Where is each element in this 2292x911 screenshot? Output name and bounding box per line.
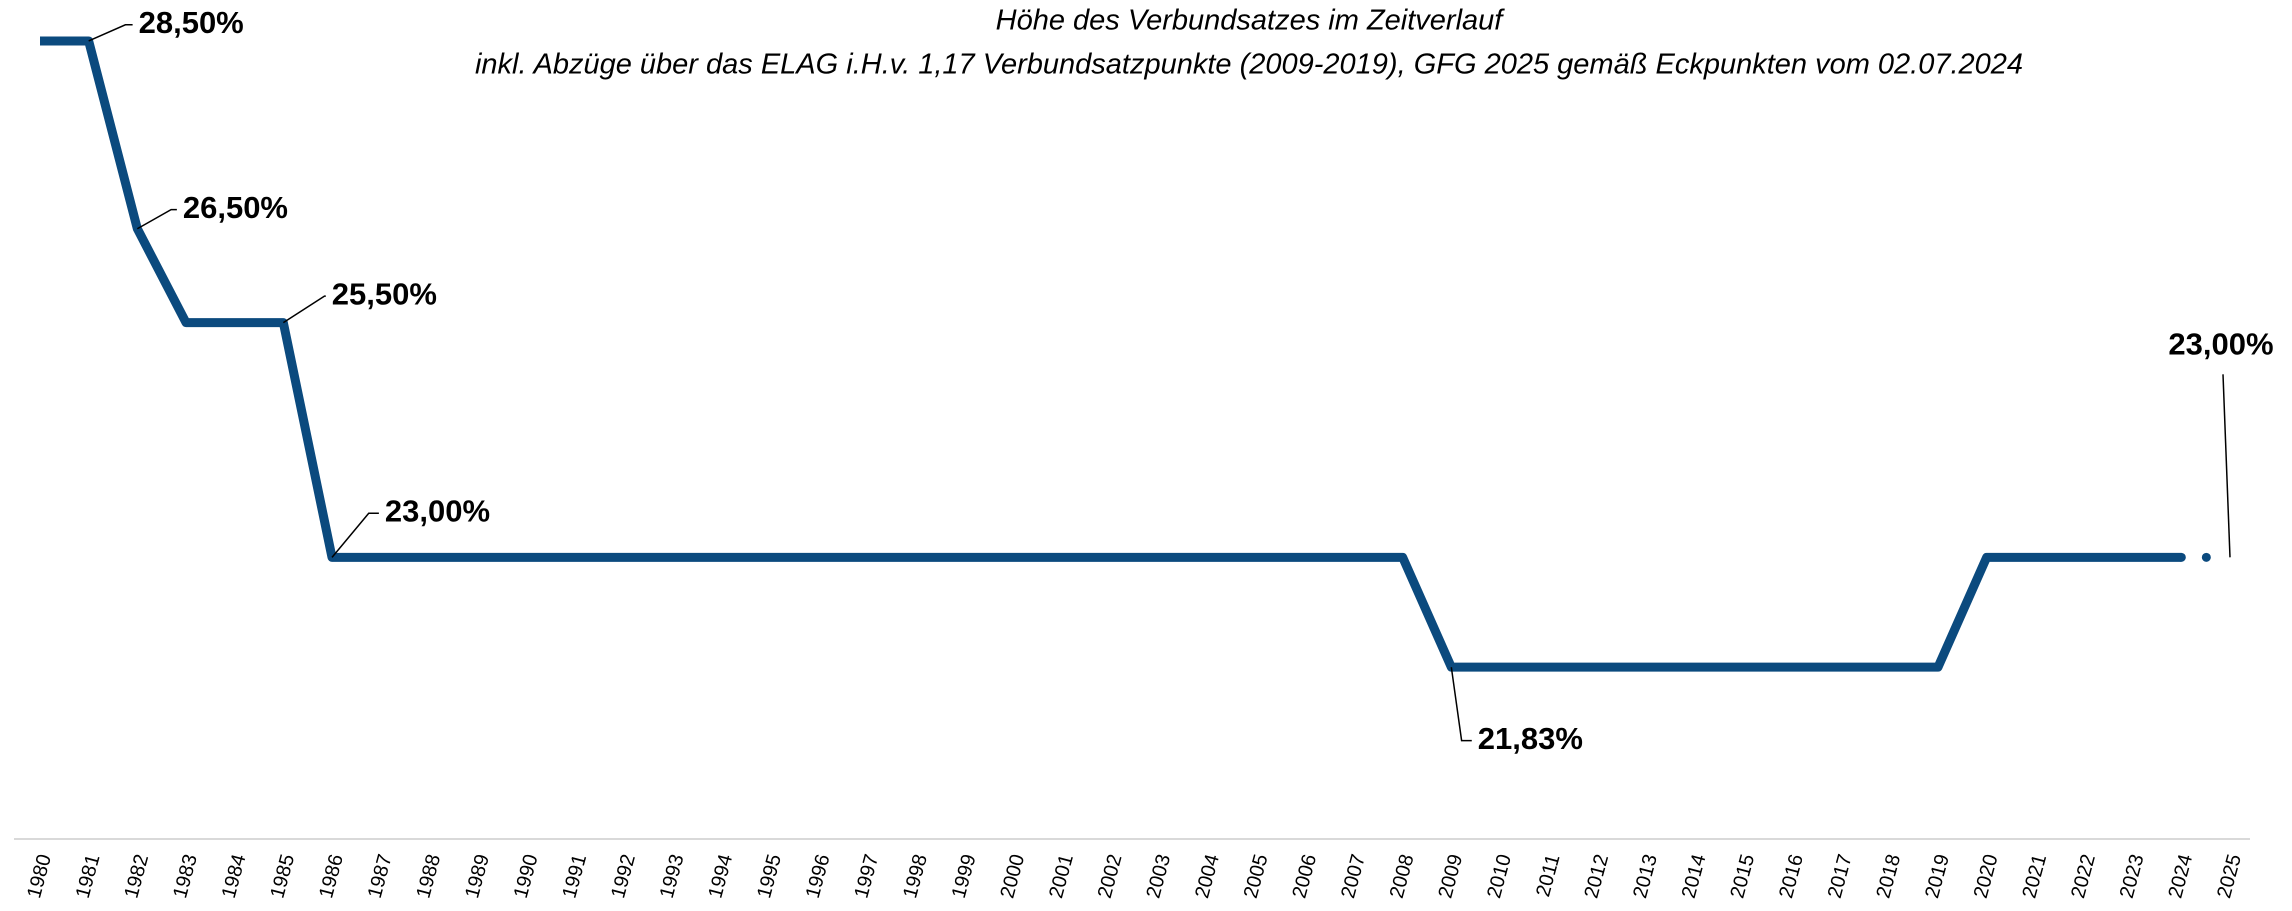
leader-line [282,295,326,324]
data-label: 25,50% [332,276,437,311]
x-tick-label: 1997 [850,852,883,901]
x-tick-label: 2018 [1872,852,1905,901]
x-tick-label: 2019 [1921,852,1954,901]
x-tick-label: 1987 [364,852,397,901]
leader-line [136,208,177,230]
x-tick-label: 2021 [2018,852,2051,901]
x-tick-label: 2017 [1824,852,1857,901]
leader-line [2222,374,2231,558]
x-tick-label: 1982 [120,852,153,901]
x-tick-label: 2012 [1580,852,1613,901]
leader-line [1450,667,1472,742]
data-label: 23,00% [2168,327,2273,362]
x-tick-label: 1991 [558,852,591,901]
x-tick-label: 2008 [1386,852,1419,901]
x-tick-label: 2013 [1629,852,1662,901]
x-tick-label: 2006 [1288,852,1321,901]
x-tick-label: 1980 [23,852,56,901]
x-tick-label: 2000 [996,852,1029,901]
x-tick-label: 1992 [607,852,640,901]
leader-line [331,512,379,558]
x-tick-label: 2024 [2164,852,2197,901]
x-tick-label: 2011 [1532,852,1564,899]
x-tick-label: 1998 [899,852,932,901]
x-tick-label: 1989 [461,852,494,901]
x-tick-label: 2001 [1045,852,1078,901]
x-tick-label: 2020 [1970,852,2003,901]
x-tick-label: 2003 [1142,852,1175,901]
x-tick-label: 2025 [2213,852,2246,901]
data-label: 23,00% [385,493,490,528]
x-tick-label: 1996 [802,852,835,901]
x-tick-label: 2007 [1337,852,1370,901]
x-tick-label: 2004 [1191,852,1224,901]
x-tick-label: 1995 [753,852,786,901]
leader-line [88,24,133,42]
chart-subtitle: inkl. Abzüge über das ELAG i.H.v. 1,17 V… [475,49,2023,81]
x-tick-label: 1999 [948,852,981,901]
chart-title: Höhe des Verbundsatzes im Zeitverlauf [996,5,1506,37]
data-label: 21,83% [1478,721,1583,756]
x-tick-label: 1994 [704,852,737,901]
data-label: 28,50% [139,5,244,40]
x-tick-label: 1985 [266,852,299,901]
x-tick-label: 1984 [218,852,251,901]
x-tick-label: 2002 [1094,852,1127,901]
x-tick-label: 2015 [1726,852,1759,901]
x-tick-label: 2010 [1483,852,1516,901]
x-tick-label: 2022 [2067,852,2100,901]
x-tick-label: 1986 [315,852,348,901]
x-tick-label: 1993 [656,852,689,901]
x-tick-label: 2009 [1434,852,1467,901]
x-tick-label: 2014 [1678,852,1711,901]
x-tick-label: 2016 [1775,852,1808,901]
x-tick-label: 2005 [1240,852,1273,901]
x-tick-label: 2023 [2116,852,2149,901]
line [40,36,2182,672]
x-tick-label: 1988 [412,852,445,901]
x-tick-label: 1983 [169,852,202,901]
x-tick-label: 1990 [510,852,543,901]
x-tick-label: 1981 [72,852,105,901]
data-label: 26,50% [183,190,288,225]
